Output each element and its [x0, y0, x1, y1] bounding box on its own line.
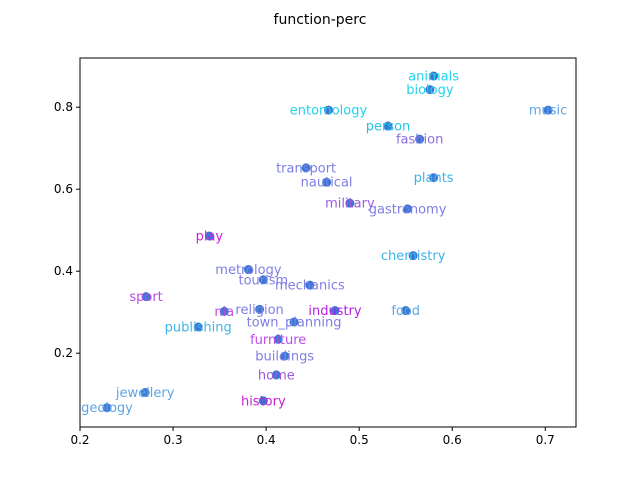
data-point — [271, 370, 281, 380]
data-point-label: biology — [406, 83, 454, 98]
data-point — [301, 163, 311, 173]
data-point — [425, 85, 435, 95]
data-point-label: home — [258, 368, 295, 383]
x-axis: 0.2 0.3 0.4 0.5 0.6 0.7 — [70, 427, 555, 447]
x-tick-label: 0.4 — [257, 433, 276, 447]
data-point-label: jewellery — [115, 386, 175, 401]
data-point-label: nautical — [301, 176, 353, 191]
data-point — [429, 71, 439, 81]
data-point — [204, 231, 214, 241]
data-point-label: gastronomy — [369, 202, 447, 217]
chart-title: function-perc — [274, 12, 367, 28]
data-point-label: history — [241, 394, 286, 409]
x-tick-label: 0.2 — [70, 433, 89, 447]
data-point-label: sport — [129, 290, 162, 305]
data-point-label: furniture — [250, 333, 306, 348]
x-tick-label: 0.6 — [443, 433, 462, 447]
data-point-label: transport — [276, 161, 336, 176]
data-point-label: military — [325, 197, 375, 212]
data-point — [322, 177, 332, 187]
data-point — [429, 173, 439, 183]
data-point — [330, 306, 340, 316]
y-tick-label: 0.2 — [54, 346, 73, 360]
data-point — [345, 198, 355, 208]
data-point-label: play — [196, 229, 224, 244]
plot-frame — [79, 57, 577, 428]
data-point — [219, 306, 229, 316]
data-point — [323, 105, 333, 115]
y-tick-label: 0.4 — [54, 264, 73, 278]
data-point — [415, 134, 425, 144]
data-point-label: food — [391, 304, 420, 319]
data-points — [102, 71, 553, 413]
data-point-label: geology — [81, 401, 133, 416]
data-point-label: animals — [408, 70, 459, 85]
data-point — [403, 204, 413, 214]
data-point-label: town_planning — [247, 316, 342, 331]
data-point-label: music — [529, 104, 567, 119]
data-point — [258, 396, 268, 406]
x-tick-label: 0.7 — [536, 433, 555, 447]
x-tick-label: 0.5 — [350, 433, 369, 447]
x-tick-label: 0.3 — [164, 433, 183, 447]
data-point-label: nia — [214, 305, 234, 320]
data-point — [243, 265, 253, 275]
data-point-label: person — [366, 120, 411, 135]
data-point — [401, 306, 411, 316]
data-point-label: industry — [308, 304, 362, 319]
data-point-label: publishing — [165, 320, 232, 335]
data-point — [383, 121, 393, 131]
data-point — [543, 105, 553, 115]
data-point-label: chemistry — [381, 249, 446, 264]
data-point — [408, 251, 418, 261]
data-point-label: buildings — [255, 350, 314, 365]
y-axis: 0.2 0.4 0.6 0.8 — [54, 100, 80, 360]
data-point-label: plants — [414, 171, 454, 186]
data-point-label: entomology — [290, 104, 368, 119]
data-point — [141, 292, 151, 302]
data-point-label: fashion — [396, 133, 443, 148]
data-point-label: tourism — [238, 273, 288, 288]
data-point — [280, 351, 290, 361]
data-point — [305, 280, 315, 290]
data-point — [193, 322, 203, 332]
data-point — [102, 403, 112, 413]
data-point-label: mechanics — [275, 279, 345, 294]
y-tick-label: 0.6 — [54, 182, 73, 196]
data-point — [289, 317, 299, 327]
data-point-label: metrology — [215, 263, 282, 278]
data-point-label: religion — [235, 303, 283, 318]
data-point — [258, 275, 268, 285]
data-point — [255, 304, 265, 314]
y-tick-label: 0.8 — [54, 100, 73, 114]
data-point — [140, 388, 150, 398]
data-point — [273, 334, 283, 344]
